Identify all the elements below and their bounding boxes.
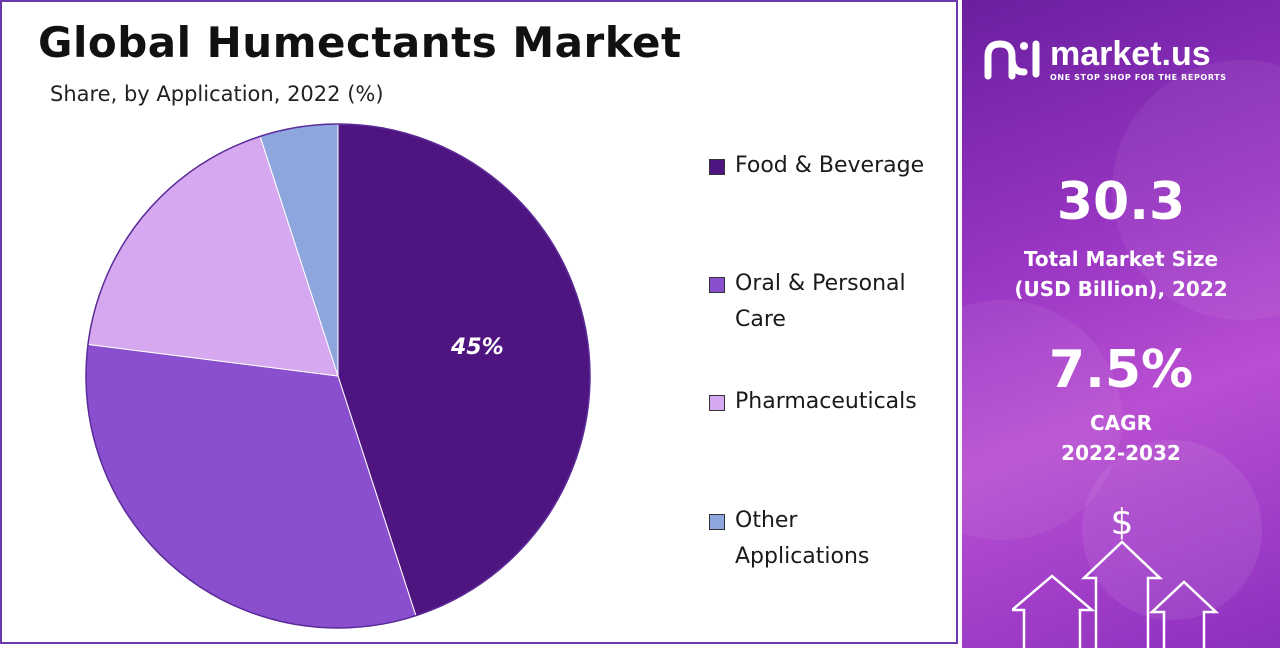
data-label-food-beverage: 45% <box>450 335 504 360</box>
legend-item-oral-personal-care[interactable]: Oral & Personal Care <box>709 266 945 338</box>
cagr-label-2: 2022-2032 <box>1061 441 1181 465</box>
legend-label: Pharmaceuticals <box>735 384 945 420</box>
legend-swatch <box>709 277 725 293</box>
legend-label-line: Care <box>735 307 786 332</box>
cagr-label-1: CAGR <box>1090 411 1152 435</box>
market-us-logo-icon <box>984 40 1040 80</box>
legend-item-food-beverage[interactable]: Food & Beverage <box>709 148 945 184</box>
legend-label: Other Applications <box>735 503 945 575</box>
legend-swatch <box>709 514 725 530</box>
brand-tagline: ONE STOP SHOP FOR THE REPORTS <box>1050 72 1227 82</box>
chart-subtitle: Share, by Application, 2022 (%) <box>50 82 384 106</box>
legend-label: Oral & Personal Care <box>735 266 945 338</box>
chart-title: Global Humectants Market <box>38 18 682 67</box>
decorative-circle <box>1082 440 1262 620</box>
market-size-label-2: (USD Billion), 2022 <box>1014 277 1228 301</box>
pie-outline <box>85 123 591 629</box>
growth-arrows-icon: $ <box>1012 502 1220 648</box>
market-size-label-1: Total Market Size <box>1023 247 1219 271</box>
dollar-sign: $ <box>1111 502 1134 543</box>
legend-swatch <box>709 395 725 411</box>
legend-label: Food & Beverage <box>735 148 945 184</box>
legend-label-line: Other <box>735 508 798 533</box>
legend-item-pharmaceuticals[interactable]: Pharmaceuticals <box>709 384 945 420</box>
legend-label-line: Applications <box>735 544 870 569</box>
cagr-stat: 7.5% CAGR 2022-2032 <box>962 340 1280 468</box>
cagr-value: 7.5% <box>1048 340 1194 400</box>
brand-name: market.us <box>1050 34 1211 73</box>
market-size-stat: 30.3 Total Market Size (USD Billion), 20… <box>962 172 1280 304</box>
legend-label-line: Pharmaceuticals <box>735 389 917 414</box>
legend-label-line: Food & Beverage <box>735 153 925 178</box>
market-size-value: 30.3 <box>1056 172 1186 232</box>
pie-chart: 45% <box>85 123 591 629</box>
chart-card: Global Humectants Market Share, by Appli… <box>0 0 958 644</box>
legend-item-other-applications[interactable]: Other Applications <box>709 503 945 575</box>
brand-logo[interactable]: market.us ONE STOP SHOP FOR THE REPORTS <box>984 36 1227 82</box>
summary-panel: market.us ONE STOP SHOP FOR THE REPORTS … <box>962 0 1280 648</box>
legend-swatch <box>709 159 725 175</box>
legend-label-line: Oral & Personal <box>735 271 906 296</box>
